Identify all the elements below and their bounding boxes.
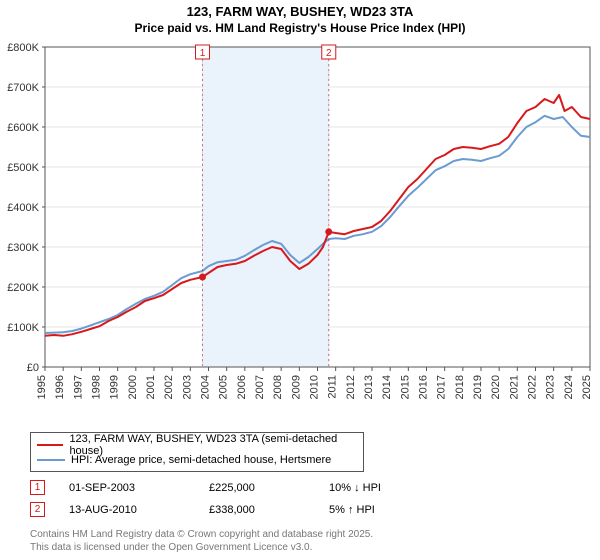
svg-text:2007: 2007 xyxy=(254,375,266,399)
chart-title-line2: Price paid vs. HM Land Registry's House … xyxy=(0,21,600,39)
svg-text:£800K: £800K xyxy=(7,42,39,54)
svg-text:1995: 1995 xyxy=(36,375,48,399)
svg-text:2017: 2017 xyxy=(436,375,448,399)
svg-text:2022: 2022 xyxy=(527,375,539,399)
svg-text:1998: 1998 xyxy=(91,375,103,399)
attribution: Contains HM Land Registry data © Crown c… xyxy=(30,528,373,554)
sale-date-2: 13-AUG-2010 xyxy=(69,504,209,516)
svg-text:2019: 2019 xyxy=(472,375,484,399)
svg-text:2014: 2014 xyxy=(381,375,393,399)
legend-row-1: 123, FARM WAY, BUSHEY, WD23 3TA (semi-de… xyxy=(37,437,357,452)
svg-text:£500K: £500K xyxy=(7,162,39,174)
svg-text:2011: 2011 xyxy=(327,375,339,399)
svg-text:1: 1 xyxy=(200,48,206,59)
svg-text:£0: £0 xyxy=(27,362,39,374)
svg-text:2006: 2006 xyxy=(236,375,248,399)
sale-price-1: £225,000 xyxy=(209,482,329,494)
price-chart: £0 £100K £200K £300K £400K £500K £600K £700K £80… xyxy=(0,39,600,419)
svg-text:£300K: £300K xyxy=(7,242,39,254)
svg-text:£200K: £200K xyxy=(7,282,39,294)
svg-text:2: 2 xyxy=(326,48,332,59)
svg-text:2005: 2005 xyxy=(218,375,230,399)
sale-date-1: 01-SEP-2003 xyxy=(69,482,209,494)
svg-text:1997: 1997 xyxy=(72,375,84,399)
svg-text:2015: 2015 xyxy=(399,375,411,399)
svg-text:2001: 2001 xyxy=(145,375,157,399)
svg-text:2002: 2002 xyxy=(163,375,175,399)
sale-row-2: 2 13-AUG-2010 £338,000 5% ↑ HPI xyxy=(30,502,580,517)
svg-text:2000: 2000 xyxy=(127,375,139,399)
svg-text:2004: 2004 xyxy=(200,375,212,399)
svg-text:2016: 2016 xyxy=(418,375,430,399)
sale-row-1: 1 01-SEP-2003 £225,000 10% ↓ HPI xyxy=(30,480,580,495)
svg-text:2003: 2003 xyxy=(181,375,193,399)
svg-text:2023: 2023 xyxy=(545,375,557,399)
svg-text:£700K: £700K xyxy=(7,82,39,94)
sale-marker-1: 1 xyxy=(30,480,45,495)
legend-label-2: HPI: Average price, semi-detached house,… xyxy=(71,454,331,466)
svg-text:£400K: £400K xyxy=(7,202,39,214)
attribution-line2: This data is licensed under the Open Gov… xyxy=(30,541,373,554)
svg-text:2008: 2008 xyxy=(272,375,284,399)
svg-text:2012: 2012 xyxy=(345,375,357,399)
sale-delta-2: 5% ↑ HPI xyxy=(329,504,449,516)
svg-text:2021: 2021 xyxy=(508,375,520,399)
sale-delta-1: 10% ↓ HPI xyxy=(329,482,449,494)
chart-container: 123, FARM WAY, BUSHEY, WD23 3TA Price pa… xyxy=(0,0,600,560)
legend: 123, FARM WAY, BUSHEY, WD23 3TA (semi-de… xyxy=(30,432,364,472)
sale-price-2: £338,000 xyxy=(209,504,329,516)
svg-text:2010: 2010 xyxy=(309,375,321,399)
svg-text:£100K: £100K xyxy=(7,322,39,334)
legend-row-2: HPI: Average price, semi-detached house,… xyxy=(37,452,357,467)
svg-text:2009: 2009 xyxy=(290,375,302,399)
svg-text:2025: 2025 xyxy=(581,375,593,399)
svg-text:1996: 1996 xyxy=(54,375,66,399)
legend-swatch-1 xyxy=(37,444,63,446)
attribution-line1: Contains HM Land Registry data © Crown c… xyxy=(30,528,373,541)
svg-text:1999: 1999 xyxy=(109,375,121,399)
svg-text:2018: 2018 xyxy=(454,375,466,399)
svg-text:2020: 2020 xyxy=(490,375,502,399)
legend-swatch-2 xyxy=(37,459,65,461)
svg-text:£600K: £600K xyxy=(7,122,39,134)
svg-text:2024: 2024 xyxy=(563,375,575,399)
chart-title-line1: 123, FARM WAY, BUSHEY, WD23 3TA xyxy=(0,0,600,21)
sale-marker-2: 2 xyxy=(30,502,45,517)
svg-text:2013: 2013 xyxy=(363,375,375,399)
